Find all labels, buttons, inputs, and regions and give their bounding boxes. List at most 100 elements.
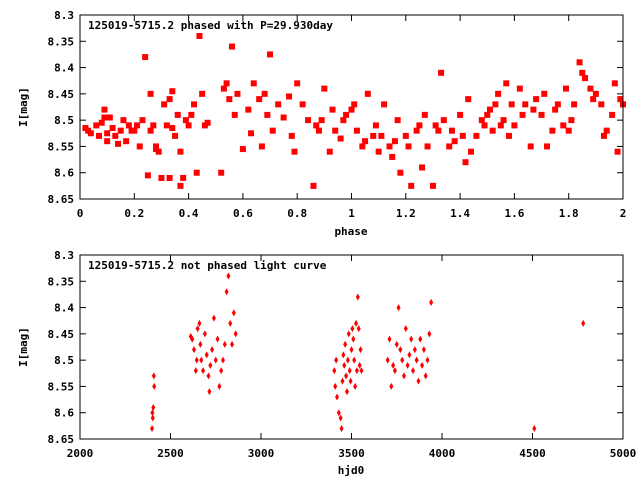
unphased-chart-ytick-label: 8.4 [54,302,74,315]
unphased-chart-point [429,298,434,306]
phased-chart-point [313,122,320,129]
phased-chart-point [196,33,203,40]
phased-chart-point [481,122,488,129]
phased-chart-point [486,106,493,113]
unphased-chart-point [421,346,426,354]
unphased-chart-point [213,356,218,364]
phased-chart-point [579,69,586,76]
unphased-chart-point [204,351,209,359]
unphased-chart-point [356,325,361,333]
unphased-chart-point [385,356,390,364]
phased-chart-ytick-label: 8.65 [48,193,75,206]
unphased-chart-point [226,272,231,280]
phased-chart-ytick-label: 8.5 [54,114,74,127]
unphased-chart-xtick-label: 3500 [338,447,365,460]
phased-chart-point [448,127,455,134]
unphased-chart-point [190,335,195,343]
unphased-chart-point [350,325,355,333]
phased-chart-point [552,106,559,113]
phased-chart-point [93,122,100,129]
phased-chart-point [362,138,369,145]
phased-chart-point [489,127,496,134]
phased-chart-point [497,122,504,129]
phased-chart-point [467,148,474,155]
phased-chart-point [372,122,379,129]
phased-chart-point [530,106,537,113]
phased-chart-point [459,132,466,139]
phased-chart-point [291,148,298,155]
unphased-chart-point [150,414,155,422]
unphased-chart-point [403,325,408,333]
phased-chart-xtick-label: 0.4 [179,207,199,220]
unphased-chart-point [342,361,347,369]
phased-chart-xtick-label: 0 [77,207,84,220]
unphased-chart-point [412,346,417,354]
unphased-chart-point [394,340,399,348]
phased-chart-point [117,127,124,134]
phased-chart-point [408,182,415,189]
phased-chart-point [332,127,339,134]
phased-chart-point [125,122,132,129]
unphased-chart-point [401,372,406,380]
unphased-chart-ytick-label: 8.55 [48,380,75,393]
phased-chart-point [245,106,252,113]
unphased-chart-yticks: 8.3 8.35 8.4 8.45 8.5 8.55 8.6 8.65 [48,249,623,446]
phased-chart-point [416,122,423,129]
phased-chart-point [321,85,328,92]
unphased-chart-point [425,356,430,364]
phased-chart-point [226,96,233,103]
unphased-chart-point [208,361,213,369]
phased-chart-ytick-label: 8.4 [54,62,74,75]
phased-chart-point [359,143,366,150]
phased-chart-point [318,117,325,124]
phased-chart-xtick-label: 1.8 [559,207,579,220]
unphased-chart-point [387,335,392,343]
phased-chart-point [199,90,206,97]
unphased-chart-point [348,377,353,385]
unphased-chart-point [409,335,414,343]
phased-chart-point [155,148,162,155]
unphased-chart-point [427,330,432,338]
phased-chart-point [134,122,141,129]
phased-chart-point [391,138,398,145]
phased-chart-point [147,90,154,97]
phased-chart-point [264,111,271,118]
unphased-chart-point [151,372,156,380]
phased-chart-point [611,80,618,87]
unphased-chart-xtick-label: 5000 [610,447,637,460]
phased-chart-point [533,96,540,103]
phased-chart-point [239,146,246,153]
phased-chart-point [163,122,170,129]
unphased-chart-point [224,288,229,296]
phased-chart-point [397,169,404,176]
unphased-chart-point [391,361,396,369]
phased-chart-point [473,132,480,139]
phased-chart-point [147,127,154,134]
unphased-chart-point [407,351,412,359]
unphased-chart-point [332,367,337,375]
phased-chart-point [112,132,119,139]
unphased-chart-point [358,346,363,354]
phased-chart-point [96,132,103,139]
unphased-chart-xtick-label: 2000 [67,447,94,460]
phased-chart-point [614,148,621,155]
unphased-chart-point [197,319,202,327]
phased-chart-point [139,117,146,124]
phased-chart-point [617,96,624,103]
phased-chart: 125019-5715.2 phased with P=29.930day I[… [17,9,626,238]
unphased-chart-points [150,272,586,432]
phased-chart-point [280,114,287,121]
phased-chart-xtick-label: 2 [620,207,627,220]
phased-chart-ytick-label: 8.55 [48,140,75,153]
phased-chart-point [405,143,412,150]
phased-chart-point [106,114,113,121]
phased-chart-point [478,117,485,124]
unphased-chart-ytick-label: 8.3 [54,249,74,262]
phased-chart-point [123,138,130,145]
phased-chart-point [166,174,173,181]
phased-chart-point [389,153,396,160]
phased-chart-xtick-label: 0.2 [124,207,144,220]
phased-chart-point [440,117,447,124]
unphased-chart-point [405,361,410,369]
